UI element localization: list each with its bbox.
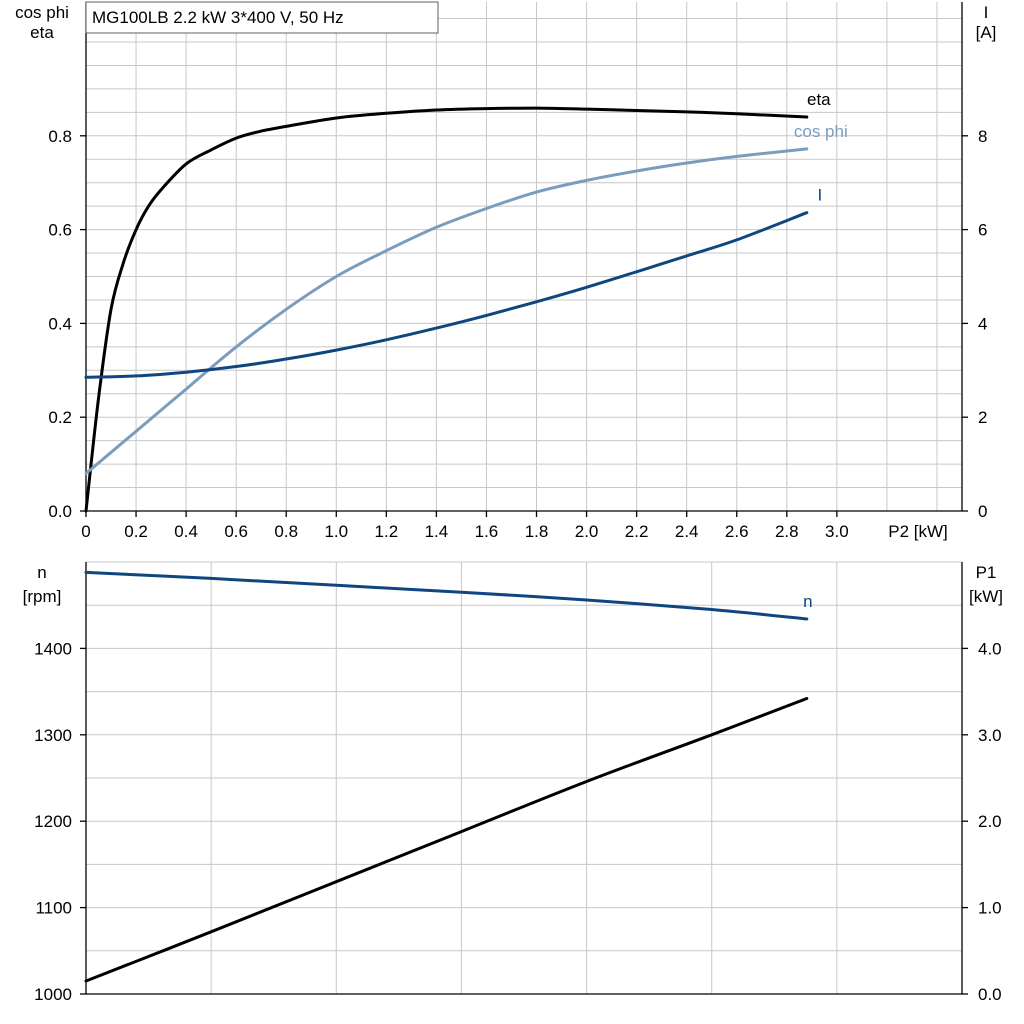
series-label-n: n	[803, 592, 812, 611]
left-tick-label: 1200	[34, 812, 72, 831]
x-tick-label: 1.8	[525, 522, 549, 541]
x-tick-label: 1.6	[475, 522, 499, 541]
left-tick-label: 1300	[34, 726, 72, 745]
chart-title-box	[85, 1, 439, 34]
series-label-i: I	[817, 186, 822, 205]
x-tick-label: 0.2	[124, 522, 148, 541]
left-tick-label: 0.2	[48, 408, 72, 427]
right-axis-label-bottom: [A]	[976, 23, 997, 42]
right-tick-label: 3.0	[978, 726, 1002, 745]
right-tick-label: 8	[978, 127, 987, 146]
series-label-cos-phi: cos phi	[794, 122, 848, 141]
right-tick-label: 2.0	[978, 812, 1002, 831]
left-axis-label-top: cos phi	[15, 3, 69, 22]
x-tick-label: 2.8	[775, 522, 799, 541]
left-tick-label: 1000	[34, 985, 72, 1004]
series-line-i	[84, 211, 809, 379]
panel-speed-power: 1000 1100 1200 1300 1400 0.0 1.0 2.0 3.0 4.0 n [rpm…	[23, 561, 1003, 1004]
x-tick-label: 3.0	[825, 522, 849, 541]
left-tick-label: 0.8	[48, 127, 72, 146]
left-tick-label: 1400	[34, 639, 72, 658]
x-axis-label: P2 [kW]	[888, 522, 948, 541]
chart-title: MG100LB 2.2 kW 3*400 V, 50 Hz	[92, 8, 344, 27]
right-tick-label: 4	[978, 314, 987, 333]
x-tick-label: 1.4	[425, 522, 449, 541]
x-tick-label: 1.0	[324, 522, 348, 541]
x-tick-label: 1.2	[375, 522, 399, 541]
right-tick-label: 2	[978, 408, 987, 427]
x-tick-label: 0.8	[274, 522, 298, 541]
x-tick-label: 2.2	[625, 522, 649, 541]
series-line-n	[84, 570, 809, 621]
left-axis-label-top: n	[37, 563, 46, 582]
x-tick-label: 2.4	[675, 522, 699, 541]
right-tick-label: 4.0	[978, 639, 1002, 658]
series-line-cos-phi	[84, 147, 809, 475]
series-line-power-input	[84, 697, 809, 983]
x-tick-label: 2.6	[725, 522, 749, 541]
series-line-eta	[84, 106, 809, 513]
left-tick-label: 0.6	[48, 221, 72, 240]
left-tick-label: 0.0	[48, 502, 72, 521]
x-tick-label: 0.6	[224, 522, 248, 541]
series-label-eta: eta	[807, 90, 831, 109]
right-axis-label-bottom: [kW]	[969, 587, 1003, 606]
left-tick-label: 0.4	[48, 314, 72, 333]
left-axis-label-bottom: [rpm]	[23, 587, 62, 606]
x-tick-label: 0	[81, 522, 90, 541]
x-tick-label: 2.0	[575, 522, 599, 541]
left-tick-label: 1100	[35, 899, 72, 918]
grid-lines	[86, 561, 962, 994]
panel-efficiency-current: 0.0 0.2 0.4 0.6 0.8 0 2 4 6 8 0 0.2 0.4 0.6 0.8 1.0 1.2 1…	[15, 1, 997, 541]
right-tick-label: 1.0	[978, 899, 1002, 918]
grid-lines	[86, 2, 962, 511]
right-axis-label-top: I	[984, 3, 989, 22]
left-axis-label-bottom: eta	[30, 23, 54, 42]
x-tick-label: 0.4	[174, 522, 198, 541]
right-axis-label-top: P1	[976, 563, 997, 582]
right-tick-label: 0	[978, 502, 987, 521]
right-tick-label: 6	[978, 221, 987, 240]
right-tick-label: 0.0	[978, 985, 1002, 1004]
